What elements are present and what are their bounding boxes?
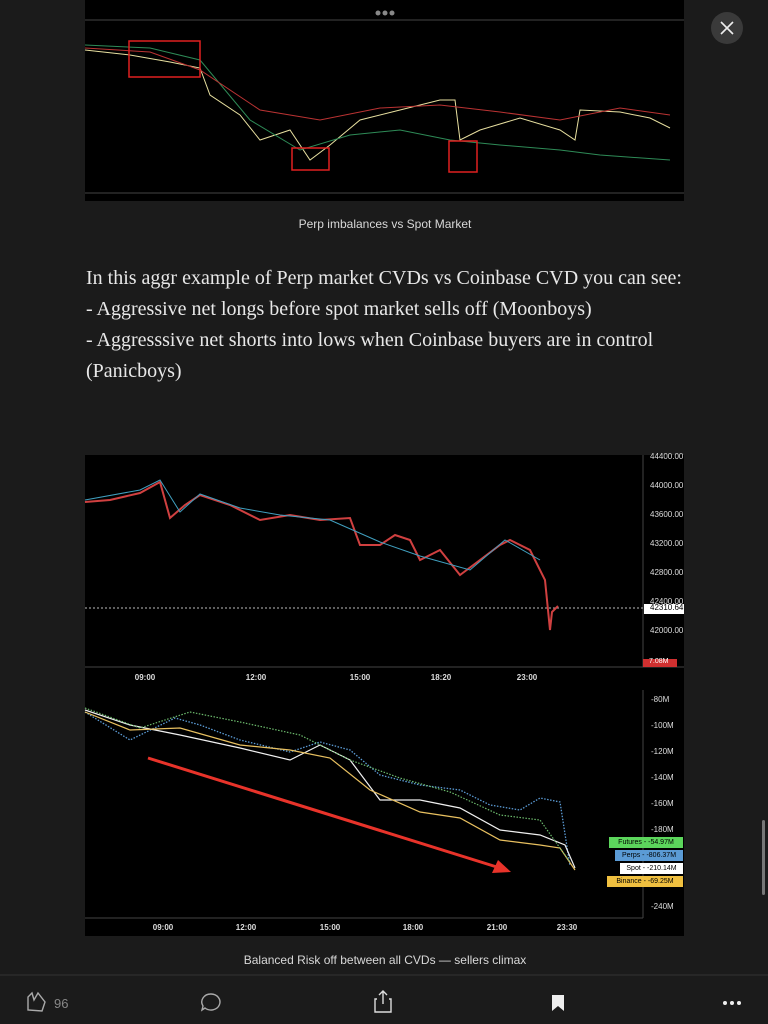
y-tick-label: 44400.00 — [650, 452, 684, 461]
x-tick-label: 23:30 — [556, 923, 578, 932]
legend-swatch — [615, 850, 683, 861]
volume-box — [643, 659, 677, 667]
legend-swatch — [607, 876, 683, 887]
y-tick-label: 43200.00 — [650, 539, 684, 548]
x-tick-label: 23:00 — [516, 673, 538, 682]
y-tick-label: 43600.00 — [650, 510, 684, 519]
caption: Balanced Risk off between all CVDs — sel… — [243, 953, 527, 967]
paragraph: In this aggr example of Perp market CVDs… — [86, 263, 686, 387]
x-tick-label: 15:00 — [319, 923, 341, 932]
x-tick-label: 21:00 — [486, 923, 508, 932]
legend-swatch — [620, 863, 683, 874]
legend-entry: Binance - -69.25M — [616, 878, 674, 885]
legend-entry: Spot - -210.14M — [626, 865, 677, 872]
cvd-line — [84, 709, 576, 869]
price-box — [644, 604, 684, 614]
x-tick-label: 18:00 — [402, 923, 424, 932]
close-icon — [720, 21, 734, 35]
y-tick-label: 42800.00 — [650, 568, 684, 577]
y-tick-label: -80M — [651, 695, 670, 704]
clap-icon[interactable] — [27, 991, 46, 1012]
x-tick-label: 09:00 — [134, 673, 156, 682]
volume-label: 7.08M — [649, 658, 669, 665]
series-line — [84, 44, 671, 161]
y-tick-label: -140M — [651, 773, 674, 782]
x-tick-label: 12:00 — [245, 673, 267, 682]
highlight-box — [128, 40, 201, 78]
cvd-line — [84, 707, 571, 863]
y-tick-label: -180M — [651, 825, 674, 834]
paragraph-line: - Aggresssive net shorts into lows when … — [86, 329, 654, 382]
paragraph-line: In this aggr example of Perp market CVDs… — [86, 267, 682, 289]
image-cvd — [85, 455, 684, 936]
cvd-line — [84, 711, 576, 871]
x-tick-label: 12:00 — [235, 923, 257, 932]
series-line — [84, 49, 671, 161]
share-icon[interactable] — [374, 990, 392, 1013]
more-dot[interactable] — [723, 1001, 727, 1005]
highlight-box — [448, 140, 478, 173]
y-tick-label: 44000.00 — [650, 481, 684, 490]
caption: Perp imbalances vs Spot Market — [298, 217, 472, 231]
x-tick-label: 09:00 — [152, 923, 174, 932]
y-tick-label: -160M — [651, 799, 674, 808]
image-perp — [85, 0, 684, 201]
last-price: 42310.64 — [650, 603, 684, 612]
more-dot[interactable] — [737, 1001, 741, 1005]
legend-swatch — [609, 837, 683, 848]
scrollbar — [762, 820, 765, 895]
price-line-trace — [84, 479, 541, 571]
y-tick-label: -100M — [651, 721, 674, 730]
legend-entry: Futures - -54.97M — [618, 839, 674, 846]
dot — [389, 10, 395, 16]
paragraph-line: - Aggressive net longs before spot marke… — [86, 298, 592, 320]
clap-count: 96 — [54, 996, 69, 1011]
y-tick-label: -240M — [651, 902, 674, 911]
price-line-trace — [84, 480, 559, 631]
arrowhead — [492, 860, 511, 873]
series-line — [84, 47, 671, 121]
y-tick-label: 42400.00 — [650, 597, 684, 606]
x-tick-label: 18:20 — [430, 673, 452, 682]
bookmark-icon[interactable] — [552, 995, 564, 1011]
y-tick-label: -120M — [651, 747, 674, 756]
arrow — [147, 756, 501, 870]
dot — [375, 10, 381, 16]
comment-icon[interactable] — [200, 993, 221, 1012]
dot — [382, 10, 388, 16]
x-tick-label: 15:00 — [349, 673, 371, 682]
legend-entry: Perps - -806.37M — [621, 852, 677, 859]
more-dot[interactable] — [730, 1001, 734, 1005]
highlight-box — [291, 147, 330, 171]
y-tick-label: 42000.00 — [650, 626, 684, 635]
